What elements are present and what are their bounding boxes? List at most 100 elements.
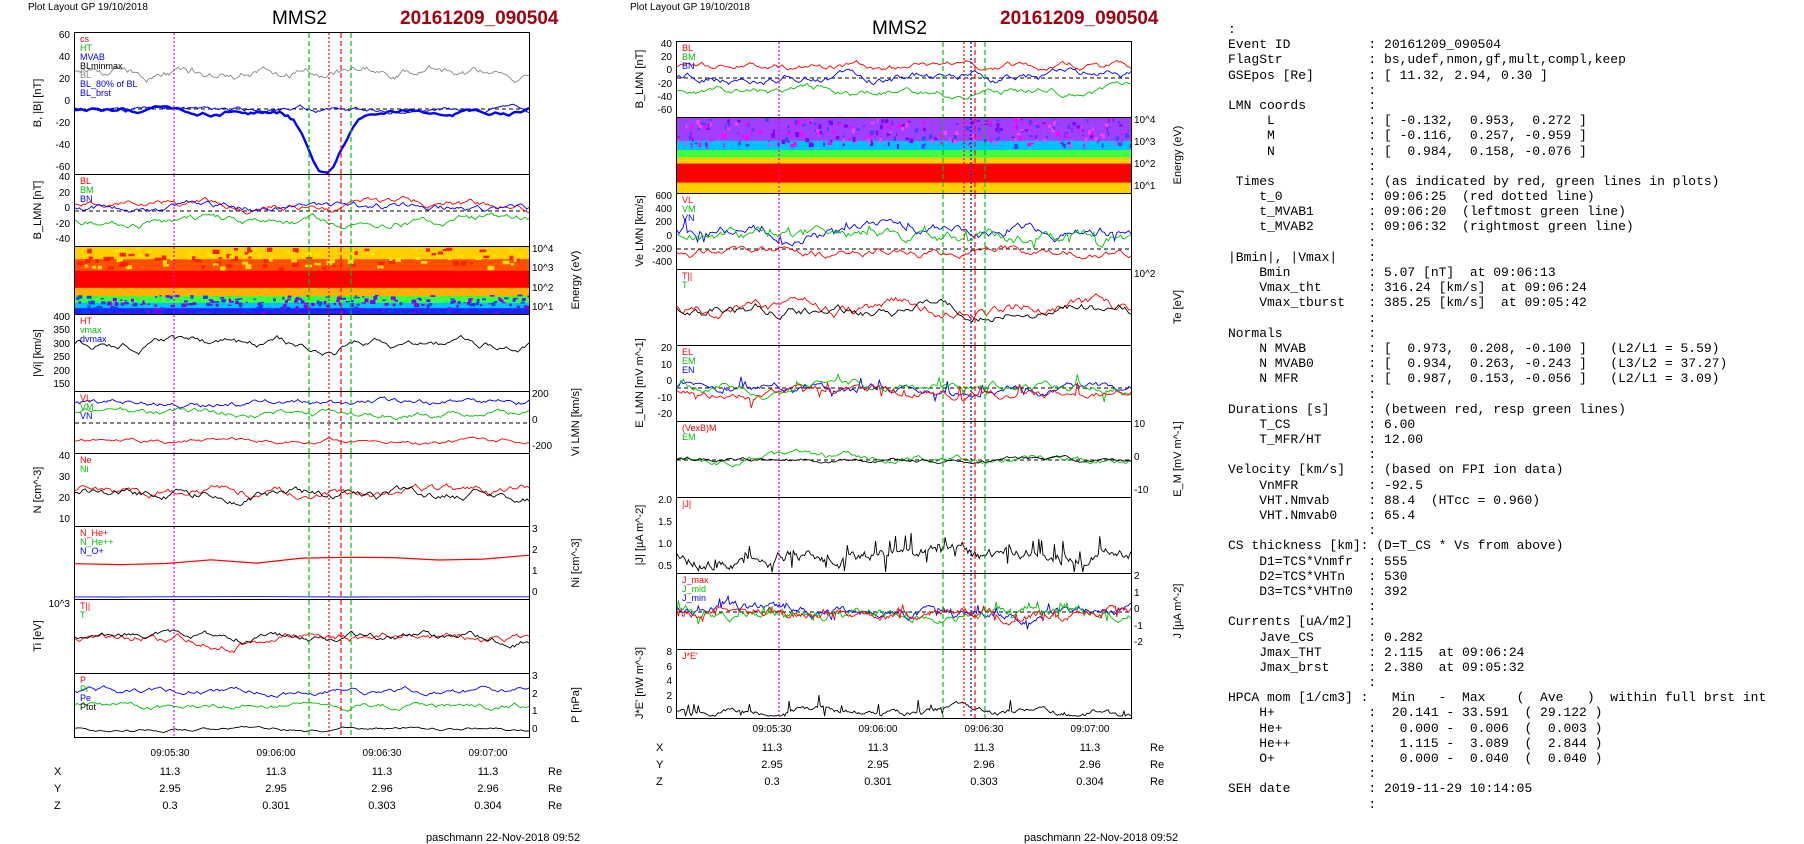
info-line: CS thickness [km]: (D=T_CS * Vs from abo… [1228,538,1766,553]
left-legend-entry: Ni [80,465,89,474]
mid-time-tick: 09:05:30 [753,724,792,735]
mid-ylabel-2: Energy (eV) [1172,126,1184,185]
left-spectrogram [75,247,529,315]
info-line: t_MVAB2 : 09:06:32 (rightmost green line… [1228,219,1766,234]
mid-series-line [677,60,1131,70]
left-ylabel-9: P [nPa] [570,687,582,723]
mid-ytick: 4 [666,676,672,687]
mid-ytick: -400 [652,257,672,268]
left-legend-entry: T [80,611,86,620]
position-row-label: Z [54,800,61,812]
left-ytick: 40 [59,52,70,63]
mid-ytick: 1.5 [658,517,672,528]
info-line: Currents [uA/m2] : [1228,614,1766,629]
mid-legend-entry: J*E' [682,652,698,661]
position-row-label: Y [54,783,61,795]
mid-panel-1 [676,41,1132,119]
info-line: : [1228,447,1766,462]
position-value: 2.96 [371,783,392,795]
mid-panel-9-plot [677,650,1131,718]
mid-ylabel-3: Ve LMN [km/s] [634,195,646,267]
left-ytick: 60 [59,30,70,41]
position-unit: Re [1150,776,1164,788]
mid-panel-4-plot [677,270,1131,346]
mid-panel-5-plot [677,346,1131,422]
left-ytick: 20 [59,188,70,199]
left-ytick: 0 [64,96,70,107]
mid-panel-2 [676,117,1132,195]
position-value: 2.95 [265,783,286,795]
position-value: 0.304 [474,800,502,812]
left-ytick: 20 [59,493,70,504]
info-line: Times : (as indicated by red, green line… [1228,174,1766,189]
info-line: VHT.Nmvab0 : 65.4 [1228,508,1766,523]
info-line: Jmax_THT : 2.115 at 09:06:24 [1228,645,1766,660]
left-panel-4-plot [75,315,529,392]
info-line: : [1228,387,1766,402]
mid-ytick: -1 [1134,621,1143,632]
mid-ytick: 10^2 [1134,159,1155,170]
mid-ytick: 2 [1134,571,1140,582]
info-line: : [1228,83,1766,98]
mid-ytick: 600 [655,191,672,202]
mid-panel-8 [676,573,1132,651]
position-value: 2.96 [973,759,994,771]
mid-ytick: 400 [655,204,672,215]
mid-ylabel-8: J [µA m^-2] [1172,584,1184,639]
position-value: 11.3 [868,742,889,754]
left-panel-9-plot [75,674,529,737]
left-ytick: -20 [56,219,70,230]
left-ytick: 2 [532,545,538,556]
position-row-label: X [656,742,663,754]
left-ytick: 0 [532,587,538,598]
mid-ytick: 2.0 [658,495,672,506]
info-line: |Bmin|, |Vmax| : [1228,250,1766,265]
mid-series-line [677,695,1131,716]
info-line: H+ : 20.141 - 33.591 ( 29.122 ) [1228,705,1766,720]
left-ytick: 2 [532,689,538,700]
info-line: HPCA mom [1/cm3] : Min - Max ( Ave ) wit… [1228,690,1766,705]
position-unit: Re [1150,742,1164,754]
mid-ytick: -40 [658,92,672,103]
mid-ytick: 6 [666,662,672,673]
mid-ytick: 0 [666,65,672,76]
left-ylabel-6: N [cm^-3] [32,466,44,513]
info-line: t_MVAB1 : 09:06:20 (leftmost green line) [1228,204,1766,219]
info-line: : [1228,675,1766,690]
left-ytick: 0 [64,203,70,214]
info-line: LMN coords : [1228,98,1766,113]
left-ylabel-5: Vi LMN [km/s] [570,388,582,456]
position-unit: Re [548,800,562,812]
left-panel-1-plot [75,33,529,175]
left-series-line [75,397,529,408]
left-panel-8 [74,599,530,675]
mid-ytick: 1.0 [658,539,672,550]
mid-ytick: 2 [666,691,672,702]
left-ytick: 150 [53,379,70,390]
position-value: 11.3 [160,766,181,778]
mid-series-line [677,449,1131,467]
left-panel-9 [74,673,530,738]
position-value: 11.3 [762,742,783,754]
info-line: Jmax_brst : 2.380 at 09:05:32 [1228,660,1766,675]
info-line: SEH date : 2019-11-29 10:14:05 [1228,781,1766,796]
info-line: t_0 : 09:06:25 (red dotted line) [1228,189,1766,204]
left-panel-5-plot [75,392,529,454]
info-line: : [1228,797,1766,812]
left-ylabel-8: Ti [eV] [32,620,44,651]
mid-ytick: 0 [666,705,672,716]
mid-ytick: 10 [1134,419,1145,430]
info-line: N MFR : [ 0.987, 0.153, -0.056 ] (L2/L1 … [1228,371,1766,386]
mid-spacecraft-title: MMS2 [872,18,927,40]
mid-ylabel-5: E_LMN [mV m^-1] [634,338,646,428]
info-line: FlagStr : bs,udef,nmon,gf,mult,compl,kee… [1228,52,1766,67]
left-ytick: -40 [56,234,70,245]
left-ytick: 200 [532,389,549,400]
mid-legend-entry: BN [682,62,695,71]
mid-panel-3 [676,193,1132,271]
left-series-line [75,213,529,229]
position-unit: Re [548,783,562,795]
position-value: 0.303 [368,800,396,812]
mid-ytick: 20 [661,343,672,354]
mid-layout-label: Plot Layout GP 19/10/2018 [630,2,750,13]
